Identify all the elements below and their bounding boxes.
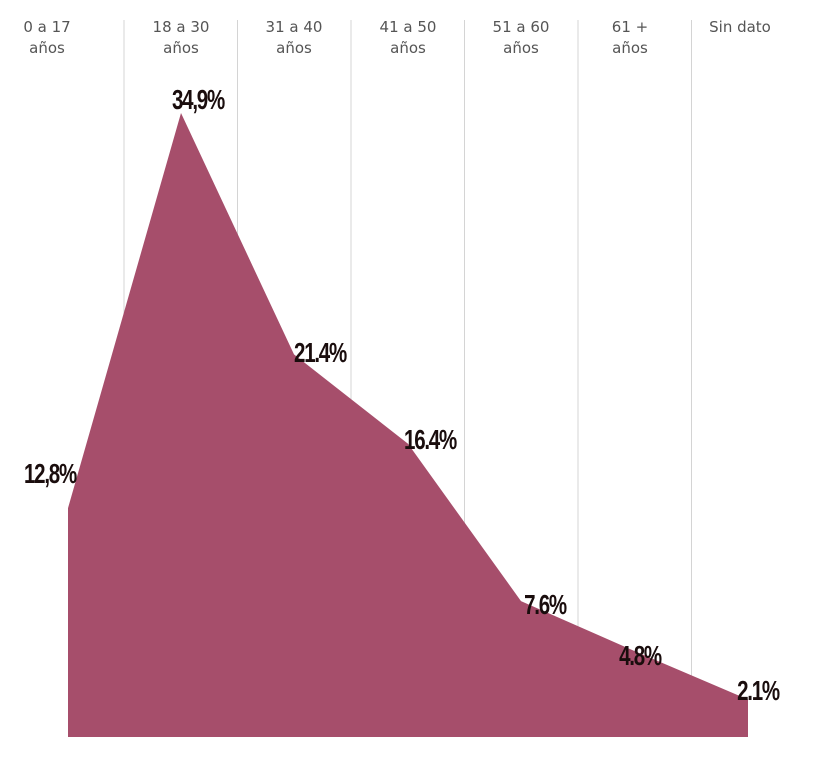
category-labels: 0 a 17 años 18 a 30 años 31 a 40 años 41 a 50 a… xyxy=(23,18,771,57)
value-label-1: 12,8% xyxy=(24,459,77,490)
value-label-4: 16.4% xyxy=(404,425,457,456)
category-sublabel-2: años xyxy=(163,39,199,57)
category-label-5: 51 a 60 xyxy=(493,18,550,36)
category-sublabel-6: años xyxy=(612,39,648,57)
category-label-7: Sin dato xyxy=(709,18,771,36)
value-label-7: 2.1% xyxy=(737,676,780,707)
value-labels: 12,8% 34,9% 21.4% 16.4% 7.6% 4.8% 2.1% xyxy=(24,85,781,707)
value-label-3: 21.4% xyxy=(294,338,347,369)
category-sublabel-1: años xyxy=(29,39,65,57)
value-label-2: 34,9% xyxy=(172,85,225,116)
value-label-6: 4.8% xyxy=(619,641,662,672)
category-sublabel-3: años xyxy=(276,39,312,57)
category-label-2: 18 a 30 xyxy=(153,18,210,36)
category-label-3: 31 a 40 xyxy=(266,18,323,36)
category-sublabel-5: años xyxy=(503,39,539,57)
category-sublabel-4: años xyxy=(390,39,426,57)
category-label-1: 0 a 17 xyxy=(23,18,70,36)
category-label-6: 61 + xyxy=(612,18,648,36)
value-label-5: 7.6% xyxy=(524,590,567,621)
category-label-4: 41 a 50 xyxy=(380,18,437,36)
area-series xyxy=(68,113,748,737)
